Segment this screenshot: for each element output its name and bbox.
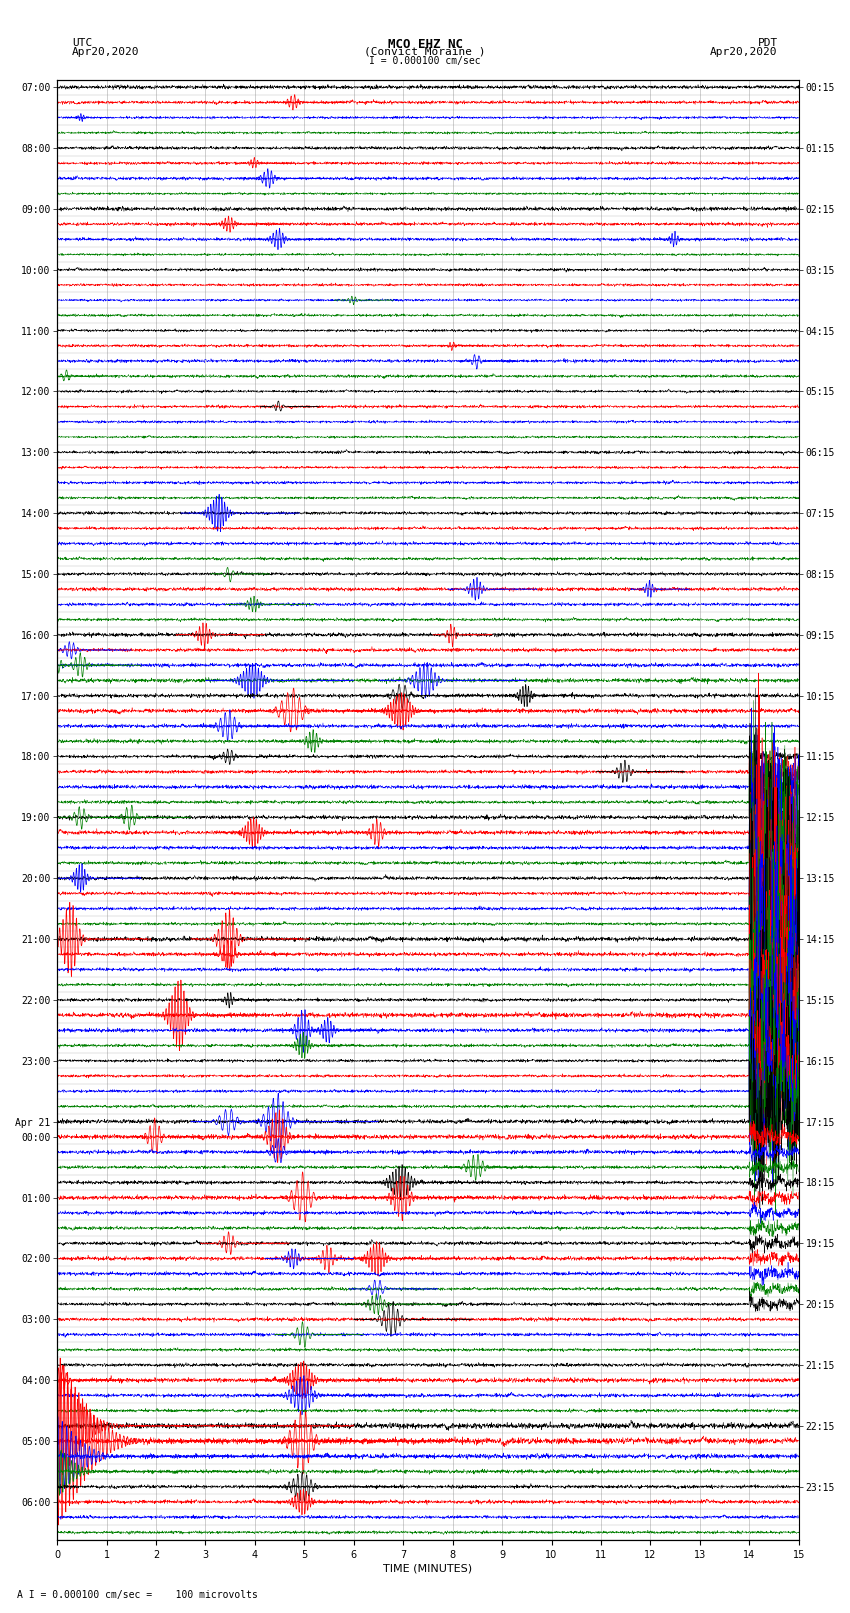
Text: PDT: PDT (757, 37, 778, 48)
Text: Apr20,2020: Apr20,2020 (711, 47, 778, 56)
Text: I = 0.000100 cm/sec: I = 0.000100 cm/sec (369, 56, 481, 66)
Text: MCO EHZ NC: MCO EHZ NC (388, 37, 462, 52)
Text: (Convict Moraine ): (Convict Moraine ) (365, 47, 485, 56)
Text: UTC: UTC (72, 37, 93, 48)
Text: Apr20,2020: Apr20,2020 (72, 47, 139, 56)
X-axis label: TIME (MINUTES): TIME (MINUTES) (383, 1565, 473, 1574)
Text: A I = 0.000100 cm/sec =    100 microvolts: A I = 0.000100 cm/sec = 100 microvolts (17, 1590, 258, 1600)
